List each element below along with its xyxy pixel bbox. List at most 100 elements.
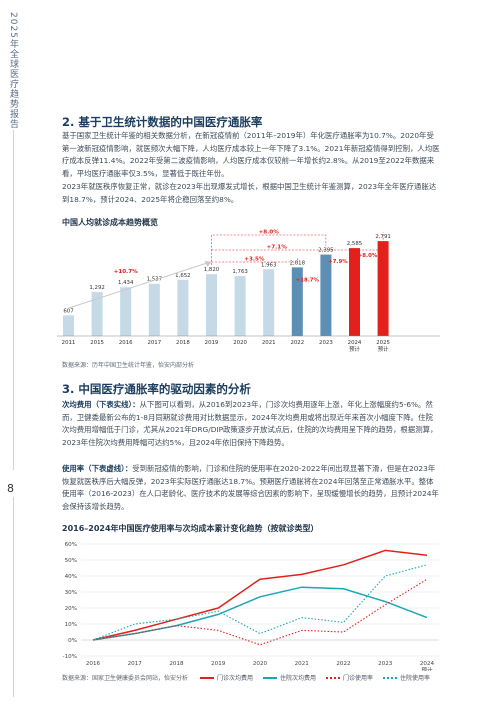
legend-item: 住院使用率 (383, 673, 430, 682)
legend-label: 门诊次均费用 (217, 675, 254, 682)
x-tick-label: 2017 (147, 340, 161, 346)
legend-swatch (326, 676, 341, 679)
x-tick-label: 2024 (420, 661, 435, 667)
cost-trend-bar-chart: 60720111,29220151,43420161,53720171,6522… (57, 230, 440, 353)
bar-value-label: 607 (63, 308, 73, 314)
section2-paragraph1: 基于国家卫生统计年鉴的相关数据分析，在新冠疫情前（2011年–2019年）年化医… (62, 131, 440, 178)
x-tick-label: 2015 (90, 340, 104, 346)
x-tick-label: 2025 (376, 340, 390, 346)
x-tick-label: 2021 (295, 661, 310, 667)
para2-text: 受到新冠疫情的影响，门诊和住院的使用率在2020-2022年间出现显著下滑，但是… (62, 464, 439, 511)
bar-2011 (63, 315, 74, 336)
bar-value-label: 1,963 (261, 262, 276, 268)
y-tick-label: 40% (65, 574, 77, 580)
x-tick-label: 2017 (128, 661, 143, 667)
x-tick-label: 2016 (119, 340, 133, 346)
section3-heading: 3. 中国医疗通胀率的驱动因素的分析 (62, 382, 251, 396)
x-tick-label: 2020 (233, 340, 247, 346)
para1-text: 从下图可以看到，从2016到2023年，门诊次均费用逐年上涨，年化上涨幅度约5-… (62, 400, 438, 447)
bar-2022 (291, 267, 303, 336)
para2-bold-lead: 使用率（下表虚线）： (62, 464, 133, 473)
series-line-4 (92, 564, 428, 641)
y-tick-label: 50% (65, 558, 77, 564)
x-tick-label: 2023 (319, 340, 333, 346)
trend-arrow-head (204, 260, 212, 267)
y-tick-label: 20% (65, 606, 77, 612)
chart2-title: 2016–2024年中国医疗使用率与次均成本累计变化趋势（按就诊类型） (62, 524, 319, 533)
bar-value-label: 1,763 (232, 269, 247, 275)
bracket-line (211, 232, 384, 251)
para1-bold-lead: 次均费用（下表实线）： (62, 400, 140, 409)
annotation-label: +8.0% (259, 230, 280, 236)
y-tick-label: 10% (65, 622, 77, 628)
bar-2015 (91, 292, 103, 336)
annotation-label: +7.9% (328, 259, 348, 265)
y-tick-label: 0% (68, 638, 77, 644)
legend-swatch (200, 676, 214, 679)
section2-paragraph2: 2023年就医秩序恢复正常，就诊在2023年出现爆发式增长，根据中国卫生统计年鉴… (62, 182, 437, 204)
x-tick-label: 2021 (262, 340, 276, 346)
legend-swatch (383, 676, 398, 679)
utilization-cost-line-chart: 60% 50% 40% 30% 20% 10% 0% -10% 2016 2017 2018 2019… (63, 542, 439, 671)
x-tick-label: 2022 (290, 340, 304, 346)
bar-value-label: 1,292 (89, 285, 104, 291)
y-tick-label: -10% (63, 654, 77, 660)
report-side-title: 2025年全球医疗趋势报告 (8, 12, 18, 129)
x-tick-label: 2023 (378, 661, 393, 667)
legend-item: 门诊次均费用 (200, 673, 253, 682)
bar-2024 (349, 248, 360, 336)
bar-2023 (320, 254, 332, 336)
legend-label: 住院次均费用 (280, 675, 317, 682)
x-tick-label: 2020 (253, 661, 268, 667)
x-tick-label: 2019 (211, 661, 226, 667)
x-tick-label: 2011 (62, 340, 76, 346)
series-line-3 (92, 578, 428, 646)
page-number: 8 (7, 482, 14, 495)
annotation-label: +18.7% (296, 278, 320, 284)
bar-2021 (263, 269, 275, 336)
chart2-source: 数据来源：国家卫生健康委员会网站，怡安分析 (62, 675, 189, 682)
x-tick-label: 2018 (176, 340, 190, 346)
section3-paragraph2: 使用率（下表虚线）：受到新冠疫情的影响，门诊和住院的使用率在2020-2022年… (62, 463, 440, 513)
page-divider (13, 497, 14, 697)
bar-value-label: 1,434 (118, 280, 134, 286)
x-tick-label: 2019 (205, 340, 219, 346)
section3-paragraph1: 次均费用（下表实线）：从下图可以看到，从2016到2023年，门诊次均费用逐年上… (62, 399, 440, 449)
annotation-label: +10.7% (114, 269, 138, 275)
legend-item: 门诊使用率 (326, 673, 373, 682)
bar-value-label: 1,820 (204, 267, 220, 273)
bar-value-label: 1,652 (175, 273, 190, 279)
legend-label: 门诊使用率 (343, 675, 374, 682)
annotation-label: +8.0% (358, 253, 378, 259)
x-tick-label: 2016 (86, 661, 101, 667)
bar-2017 (148, 283, 160, 336)
side-divider (13, 130, 14, 470)
bracket-line (211, 258, 298, 263)
x-tick-sublabel: 预计 (349, 345, 360, 353)
bar-2025 (377, 241, 389, 336)
annotation-label: +3.5% (244, 257, 265, 263)
bar-2019 (206, 274, 217, 336)
x-tick-label: 2024 (348, 340, 362, 346)
x-tick-label: 2022 (336, 661, 350, 667)
legend-item: 住院次均费用 (263, 673, 316, 682)
bar-value-label: 2,018 (290, 260, 306, 266)
annotation-label: +7.1% (267, 245, 288, 251)
bar-2016 (120, 287, 132, 336)
x-tick-sublabel: 预计 (378, 345, 389, 353)
trend-arrow-line (68, 262, 208, 309)
bar-2020 (234, 276, 246, 336)
x-tick-sublabel: 预计 (421, 666, 433, 671)
chart1-title: 中国人均就诊成本趋势概览 (62, 218, 158, 227)
chart2-legend: 门诊次均费用 住院次均费用 门诊使用率 住院使用率 (200, 673, 430, 682)
bar-value-label: 2,791 (375, 234, 390, 240)
y-tick-label: 30% (65, 590, 77, 596)
x-tick-label: 2018 (169, 661, 184, 667)
series-line-1 (92, 549, 428, 641)
bar-value-label: 2,395 (318, 248, 333, 254)
bar-2018 (177, 279, 189, 336)
legend-swatch (263, 676, 278, 679)
legend-label: 住院使用率 (400, 675, 431, 682)
bar-value-label: 2,585 (347, 241, 362, 247)
y-tick-label: 60% (65, 542, 77, 548)
